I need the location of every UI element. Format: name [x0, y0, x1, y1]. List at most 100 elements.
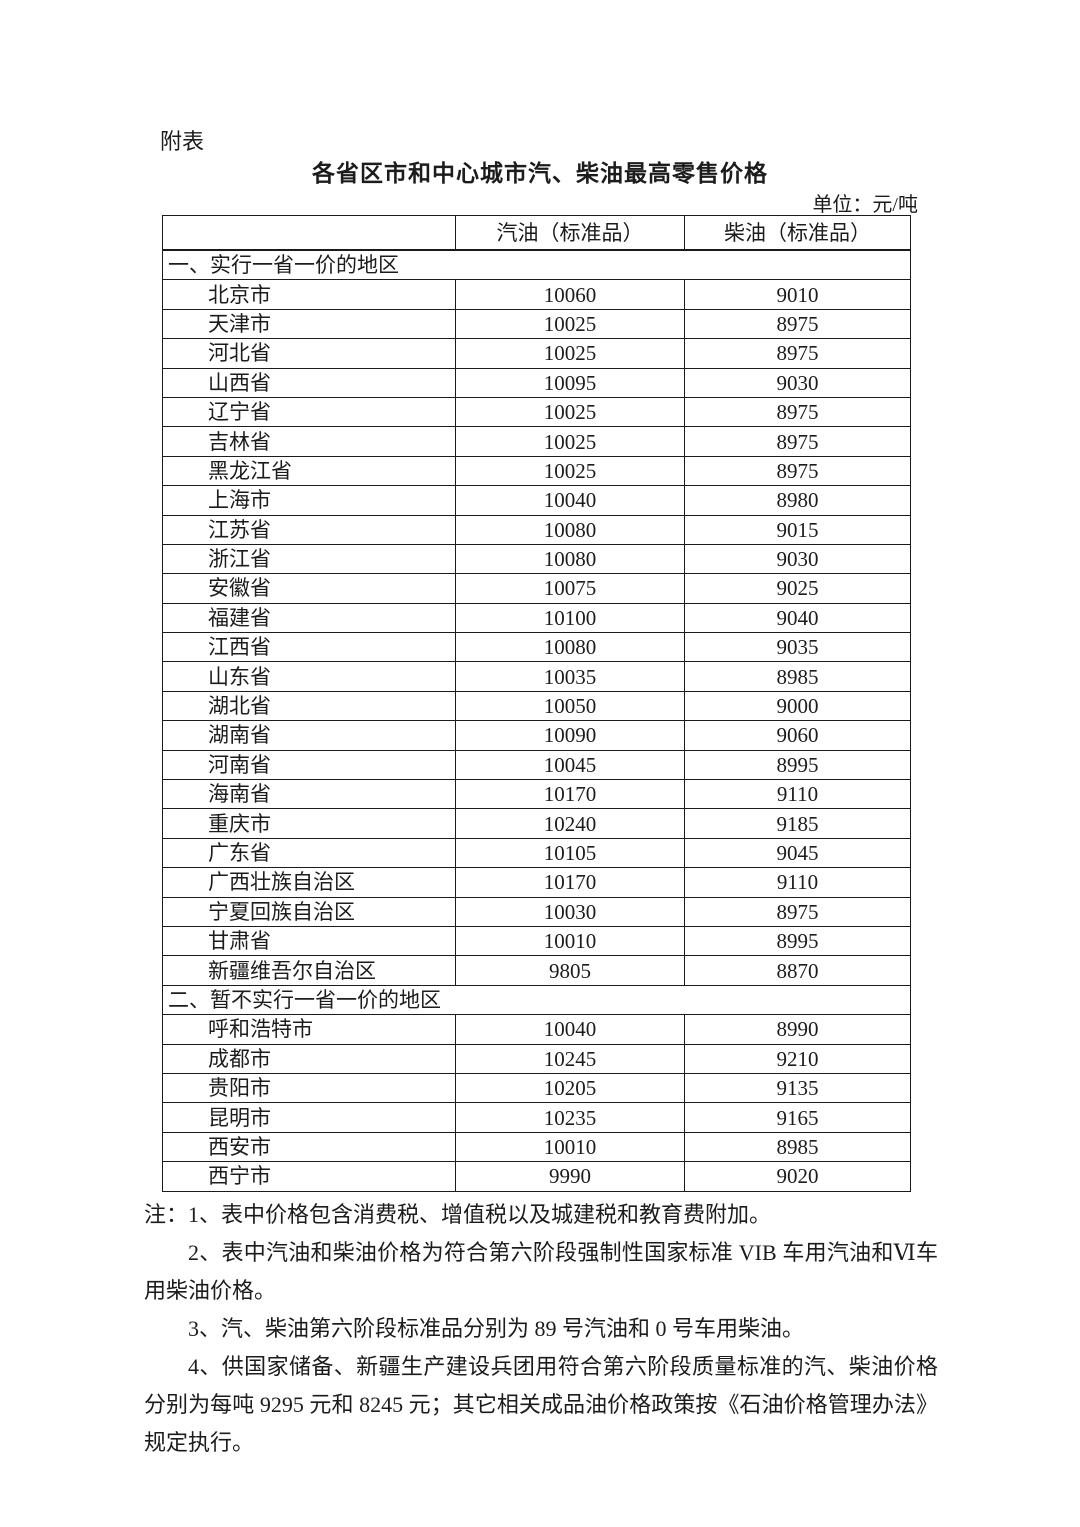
- region-name: 成都市: [162, 1043, 456, 1074]
- table-row: 贵阳市 10205 9135: [162, 1072, 911, 1104]
- region-name: 浙江省: [162, 543, 456, 575]
- gasoline-price: 10080: [455, 514, 685, 545]
- gasoline-price: 10010: [455, 925, 685, 957]
- region-name: 山西省: [162, 367, 456, 398]
- attachment-label: 附表: [160, 129, 205, 154]
- diesel-price: 9045: [684, 837, 911, 869]
- region-name: 湖北省: [162, 690, 456, 722]
- diesel-price: 9110: [684, 779, 911, 810]
- diesel-price: 9035: [684, 632, 911, 663]
- diesel-price: 8990: [684, 1014, 911, 1045]
- note-line: 3、汽、柴油第六阶段标准品分别为 89 号汽油和 0 号车用柴油。: [188, 1316, 805, 1341]
- diesel-price: 8985: [684, 1131, 911, 1163]
- diesel-price: 8980: [684, 485, 911, 516]
- region-name: 甘肃省: [162, 925, 456, 957]
- region-name: 重庆市: [162, 808, 456, 839]
- note-line: 2、表中汽油和柴油价格为符合第六阶段强制性国家标准 VIB 车用汽油和Ⅵ车用柴油…: [144, 1240, 938, 1303]
- gasoline-price: 10025: [455, 308, 685, 340]
- region-name: 广东省: [162, 837, 456, 869]
- region-name: 海南省: [162, 779, 456, 810]
- gasoline-price: 10025: [455, 396, 685, 428]
- diesel-price: 8985: [684, 661, 911, 692]
- region-name: 昆明市: [162, 1102, 456, 1133]
- table-row: 湖北省 10050 9000: [162, 690, 911, 722]
- table-row: 甘肃省 10010 8995: [162, 925, 911, 957]
- gasoline-price: 10035: [455, 661, 685, 692]
- table-row: 湖南省 10090 9060: [162, 720, 911, 751]
- region-name: 江苏省: [162, 514, 456, 545]
- gasoline-price: 10060: [455, 279, 685, 310]
- region-name: 北京市: [162, 279, 456, 310]
- gasoline-price: 10040: [455, 1014, 685, 1045]
- region-name: 新疆维吾尔自治区: [162, 955, 456, 986]
- price-table-body: 汽油（标准品） 柴油（标准品） 一、实行一省一价的地区 北京市 10060 9010 天…: [162, 215, 911, 1192]
- price-table: 汽油（标准品） 柴油（标准品） 一、实行一省一价的地区 北京市 10060 9010 天…: [162, 215, 911, 1192]
- table-row: 呼和浩特市 10040 8990: [162, 1014, 911, 1045]
- region-name: 广西壮族自治区: [162, 867, 456, 898]
- region-name: 福建省: [162, 602, 456, 634]
- gasoline-price: 10090: [455, 720, 685, 751]
- diesel-price: 9060: [684, 720, 911, 751]
- gasoline-price: 10025: [455, 455, 685, 487]
- gasoline-price: 10010: [455, 1131, 685, 1163]
- table-row: 浙江省 10080 9030: [162, 543, 911, 575]
- gasoline-price: 10100: [455, 602, 685, 634]
- table-row: 江西省 10080 9035: [162, 632, 911, 663]
- table-row: 安徽省 10075 9025: [162, 573, 911, 604]
- region-name: 河北省: [162, 338, 456, 369]
- table-row: 海南省 10170 9110: [162, 779, 911, 810]
- diesel-price: 9135: [684, 1072, 911, 1104]
- note-line: 4、供国家储备、新疆生产建设兵团用符合第六阶段质量标准的汽、柴油价格分别为每吨 …: [144, 1354, 938, 1455]
- diesel-price: 8995: [684, 925, 911, 957]
- table-row: 河北省 10025 8975: [162, 338, 911, 369]
- table-row: 黑龙江省 10025 8975: [162, 455, 911, 487]
- gasoline-price: 10080: [455, 632, 685, 663]
- gasoline-price: 10080: [455, 543, 685, 575]
- table-row: 西安市 10010 8985: [162, 1131, 911, 1163]
- region-name: 西宁市: [162, 1161, 456, 1192]
- gasoline-price: 10030: [455, 896, 685, 927]
- section-header: 一、实行一省一价的地区: [162, 249, 911, 281]
- note-line: 注：1、表中价格包含消费税、增值税以及城建税和教育费附加。: [144, 1202, 772, 1227]
- notes: 注：1、表中价格包含消费税、增值税以及城建税和教育费附加。 2、表中汽油和柴油价格…: [144, 1196, 938, 1462]
- region-name: 湖南省: [162, 720, 456, 751]
- table-row: 昆明市 10235 9165: [162, 1102, 911, 1133]
- table-row: 宁夏回族自治区 10030 8975: [162, 896, 911, 927]
- diesel-price: 9010: [684, 279, 911, 310]
- table-header-row: 汽油（标准品） 柴油（标准品）: [162, 215, 911, 251]
- region-column-header: [162, 215, 456, 251]
- gasoline-price: 10240: [455, 808, 685, 839]
- unit-label: 单位：元/吨: [812, 194, 918, 216]
- section-header: 二、暂不实行一省一价的地区: [162, 984, 911, 1016]
- region-name: 吉林省: [162, 426, 456, 457]
- gasoline-price: 10050: [455, 690, 685, 722]
- region-name: 上海市: [162, 485, 456, 516]
- table-row: 北京市 10060 9010: [162, 279, 911, 310]
- gasoline-price: 10075: [455, 573, 685, 604]
- gasoline-price: 10235: [455, 1102, 685, 1133]
- diesel-price: 9110: [684, 867, 911, 898]
- table-row: 西宁市 9990 9020: [162, 1161, 911, 1192]
- diesel-price: 9210: [684, 1043, 911, 1074]
- gasoline-price: 9805: [455, 955, 685, 986]
- region-name: 江西省: [162, 632, 456, 663]
- table-row: 山西省 10095 9030: [162, 367, 911, 398]
- diesel-price: 9165: [684, 1102, 911, 1133]
- region-name: 辽宁省: [162, 396, 456, 428]
- gasoline-price: 10170: [455, 867, 685, 898]
- diesel-column-header: 柴油（标准品）: [684, 215, 911, 251]
- table-row: 天津市 10025 8975: [162, 308, 911, 340]
- table-row: 吉林省 10025 8975: [162, 426, 911, 457]
- region-name: 呼和浩特市: [162, 1014, 456, 1045]
- gasoline-price: 10205: [455, 1072, 685, 1104]
- diesel-price: 9000: [684, 690, 911, 722]
- table-row: 上海市 10040 8980: [162, 485, 911, 516]
- diesel-price: 9025: [684, 573, 911, 604]
- gasoline-price: 10170: [455, 779, 685, 810]
- gasoline-price: 10105: [455, 837, 685, 869]
- region-name: 安徽省: [162, 573, 456, 604]
- region-name: 天津市: [162, 308, 456, 340]
- diesel-price: 9030: [684, 367, 911, 398]
- diesel-price: 8995: [684, 749, 911, 781]
- diesel-price: 8975: [684, 338, 911, 369]
